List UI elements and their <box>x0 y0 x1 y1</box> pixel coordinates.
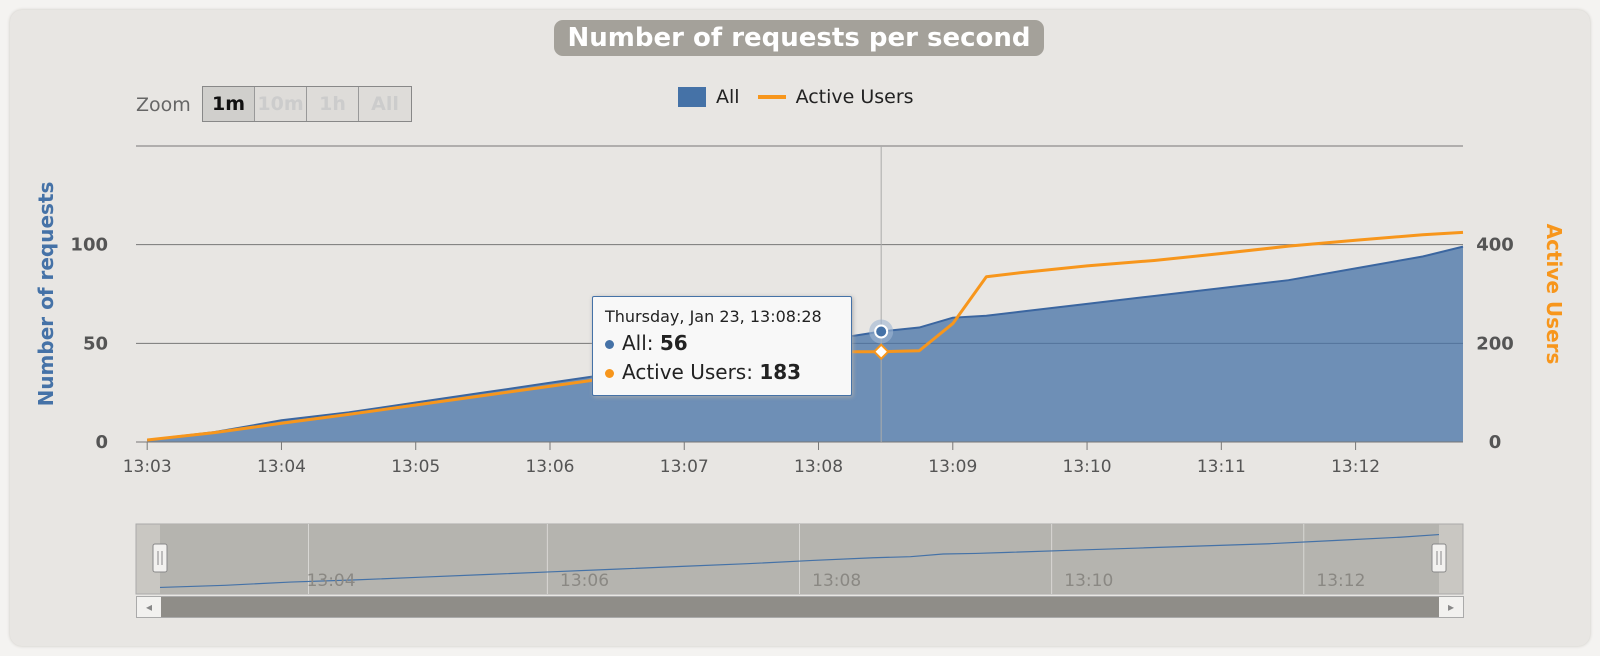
y-left-tick-label: 100 <box>70 235 108 256</box>
x-tick-label: 13:03 <box>123 457 172 477</box>
zoom-button-group: 1m 10m 1h All <box>202 86 412 122</box>
navigator-tick-label: 13:06 <box>560 571 609 591</box>
x-tick-label: 13:09 <box>928 457 977 477</box>
legend-label-all: All <box>716 86 740 108</box>
tooltip-row-all: All: 56 <box>605 331 839 355</box>
tooltip-dot-active-users <box>605 369 614 378</box>
scroll-left-arrow-icon[interactable]: ◂ <box>137 597 161 617</box>
navigator-tick-label: 13:12 <box>1316 571 1365 591</box>
tooltip-value-active-users: 183 <box>759 360 802 384</box>
y-right-axis-title: Active Users <box>1542 224 1566 365</box>
legend-label-active-users: Active Users <box>795 86 914 108</box>
legend-swatch-all <box>678 87 706 107</box>
tooltip-value-all: 56 <box>659 331 688 355</box>
x-tick-label: 13:06 <box>525 457 574 477</box>
y-right-tick-label: 0 <box>1489 432 1502 453</box>
y-right-tick-label: 200 <box>1476 333 1514 354</box>
chart-title: Number of requests per second <box>554 20 1044 56</box>
x-tick-label: 13:07 <box>660 457 709 477</box>
x-tick-label: 13:12 <box>1331 457 1380 477</box>
hover-point-all <box>874 324 889 339</box>
y-right-tick-label: 400 <box>1476 235 1514 256</box>
zoom-1h-button[interactable]: 1h <box>307 87 359 121</box>
navigator-tick-label: 13:08 <box>812 571 861 591</box>
tooltip-label-active-users: Active Users: <box>622 360 760 384</box>
tooltip-header: Thursday, Jan 23, 13:08:28 <box>605 307 822 326</box>
legend: All Active Users <box>678 86 932 108</box>
y-left-tick-label: 50 <box>83 333 108 354</box>
zoom-all-button[interactable]: All <box>359 87 411 121</box>
scroll-right-arrow-icon[interactable]: ▸ <box>1439 597 1463 617</box>
x-tick-label: 13:11 <box>1197 457 1246 477</box>
x-tick-label: 13:10 <box>1063 457 1112 477</box>
legend-item-active-users[interactable]: Active Users <box>757 86 914 108</box>
x-tick-label: 13:08 <box>794 457 843 477</box>
navigator-tick-label: 13:10 <box>1064 571 1113 591</box>
hover-point-active-users <box>872 343 890 361</box>
zoom-10m-button[interactable]: 10m <box>255 87 307 121</box>
navigator-right-handle <box>1431 543 1447 573</box>
tooltip-label-all: All: <box>622 331 660 355</box>
x-tick-label: 13:05 <box>391 457 440 477</box>
legend-swatch-active-users <box>757 95 786 99</box>
navigator-left-handle <box>152 543 168 573</box>
tooltip-row-active-users: Active Users: 183 <box>605 360 839 384</box>
zoom-label: Zoom <box>136 94 191 116</box>
zoom-1m-button[interactable]: 1m <box>203 87 255 121</box>
legend-item-all[interactable]: All <box>678 86 740 108</box>
tooltip: Thursday, Jan 23, 13:08:28 All: 56 Activ… <box>592 296 852 396</box>
x-tick-label: 13:04 <box>257 457 306 477</box>
y-left-axis-title: Number of requests <box>34 182 58 407</box>
navigator-scrollbar[interactable]: ◂ ▸ <box>136 596 1464 618</box>
navigator-series-all <box>159 533 1440 589</box>
tooltip-dot-all <box>605 340 614 349</box>
y-left-tick-label: 0 <box>95 432 108 453</box>
navigator-tick-label: 13:04 <box>307 571 356 591</box>
